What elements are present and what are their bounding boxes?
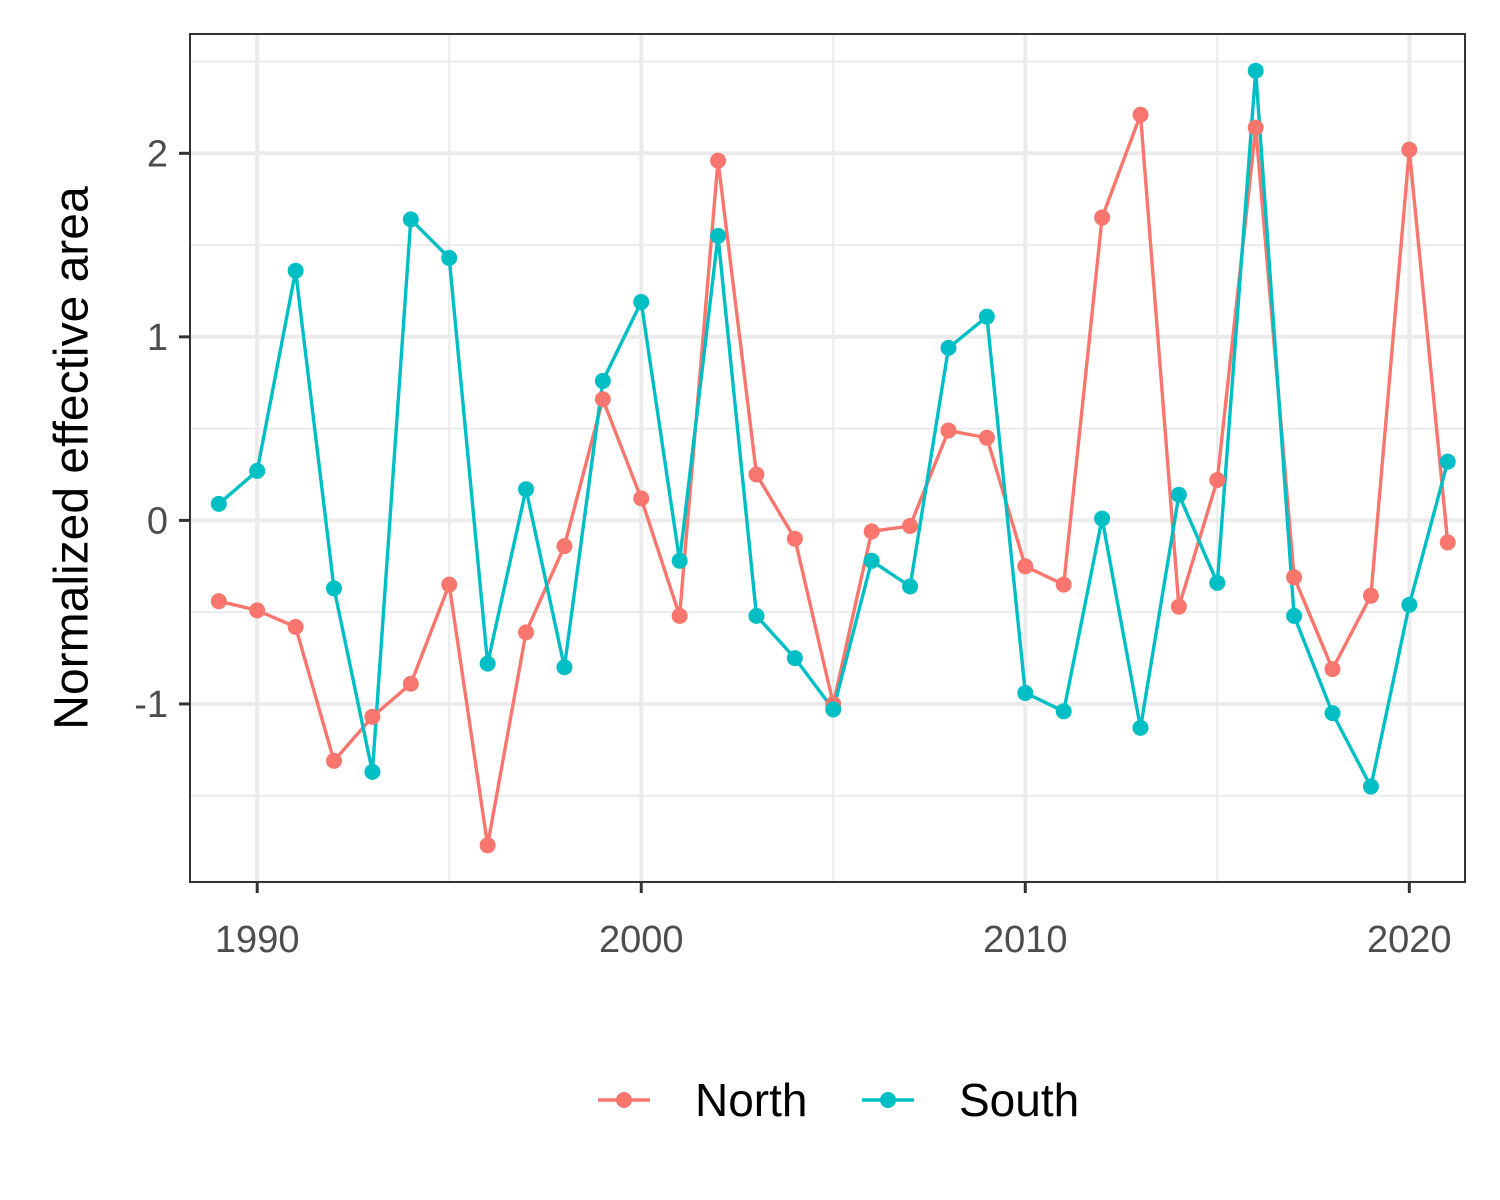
- legend-item-north: North: [598, 1074, 807, 1126]
- data-point-south: [633, 293, 650, 310]
- data-point-south: [1324, 705, 1341, 722]
- y-tick-label: 2: [147, 133, 168, 175]
- data-point-north: [1401, 141, 1418, 158]
- data-point-south: [326, 580, 343, 597]
- data-point-north: [1017, 558, 1034, 575]
- data-point-south: [1362, 778, 1379, 795]
- data-point-north: [210, 593, 227, 610]
- x-tick-label: 1990: [215, 919, 300, 961]
- data-point-north: [1247, 119, 1264, 136]
- data-point-south: [1132, 719, 1149, 736]
- data-point-south: [786, 650, 803, 667]
- data-point-south: [210, 495, 227, 512]
- data-point-north: [326, 752, 343, 769]
- data-point-north: [671, 607, 688, 624]
- panel-border: [189, 33, 1466, 883]
- data-point-north: [518, 624, 535, 641]
- y-tick-label: -1: [134, 684, 168, 726]
- data-point-north: [402, 675, 419, 692]
- data-point-north: [863, 523, 880, 540]
- data-point-south: [1286, 607, 1303, 624]
- data-point-north: [1362, 587, 1379, 604]
- data-point-south: [1401, 596, 1418, 613]
- data-point-south: [1247, 62, 1264, 79]
- data-point-north: [786, 530, 803, 547]
- data-point-north: [479, 837, 496, 854]
- data-point-south: [479, 655, 496, 672]
- data-point-south: [1017, 684, 1034, 701]
- axes: 1990 2000 2010 2020 -1 0 1 2: [134, 133, 1451, 961]
- data-point-south: [710, 227, 727, 244]
- data-point-north: [710, 152, 727, 169]
- data-point-south: [863, 552, 880, 569]
- series-layer: [210, 62, 1456, 854]
- data-point-north: [978, 429, 995, 446]
- legend-label: South: [959, 1074, 1079, 1126]
- data-point-north: [364, 708, 381, 725]
- data-point-south: [402, 211, 419, 228]
- grid: [190, 34, 1465, 882]
- data-point-south: [441, 249, 458, 266]
- data-point-south: [556, 659, 573, 676]
- data-point-south: [1439, 453, 1456, 470]
- data-point-north: [633, 490, 650, 507]
- data-point-north: [441, 576, 458, 593]
- data-point-north: [1324, 661, 1341, 678]
- legend-label: North: [695, 1074, 807, 1126]
- data-point-south: [287, 262, 304, 279]
- data-point-north: [1055, 576, 1072, 593]
- data-point-south: [594, 372, 611, 389]
- data-point-north: [1132, 106, 1149, 123]
- data-point-north: [1286, 569, 1303, 586]
- data-point-north: [594, 391, 611, 408]
- data-point-north: [902, 517, 919, 534]
- y-axis-title: Normalized effective area: [46, 186, 99, 730]
- data-point-south: [518, 481, 535, 498]
- data-point-north: [1170, 598, 1187, 615]
- y-tick-label: 0: [147, 500, 168, 542]
- x-tick-label: 2020: [1367, 919, 1452, 961]
- data-point-north: [249, 602, 266, 619]
- data-point-south: [1209, 574, 1226, 591]
- legend-item-south: South: [862, 1074, 1079, 1126]
- data-point-south: [978, 308, 995, 325]
- data-point-north: [1439, 534, 1456, 551]
- data-point-north: [940, 422, 957, 439]
- legend-key-point: [616, 1092, 632, 1108]
- x-tick-label: 2010: [983, 919, 1068, 961]
- data-point-south: [1055, 703, 1072, 720]
- data-point-south: [249, 462, 266, 479]
- data-point-south: [748, 607, 765, 624]
- data-point-south: [902, 578, 919, 595]
- legend: North South: [598, 1074, 1079, 1126]
- data-point-north: [748, 466, 765, 483]
- data-point-south: [364, 763, 381, 780]
- data-point-north: [1209, 472, 1226, 489]
- legend-key-point: [880, 1092, 896, 1108]
- data-point-north: [1094, 209, 1111, 226]
- data-point-south: [1094, 510, 1111, 527]
- data-point-south: [825, 701, 842, 718]
- data-point-north: [556, 538, 573, 555]
- data-point-south: [1170, 486, 1187, 503]
- data-point-south: [671, 552, 688, 569]
- data-point-south: [940, 339, 957, 356]
- y-tick-label: 1: [147, 317, 168, 359]
- data-point-north: [287, 618, 304, 635]
- x-tick-label: 2000: [599, 919, 684, 961]
